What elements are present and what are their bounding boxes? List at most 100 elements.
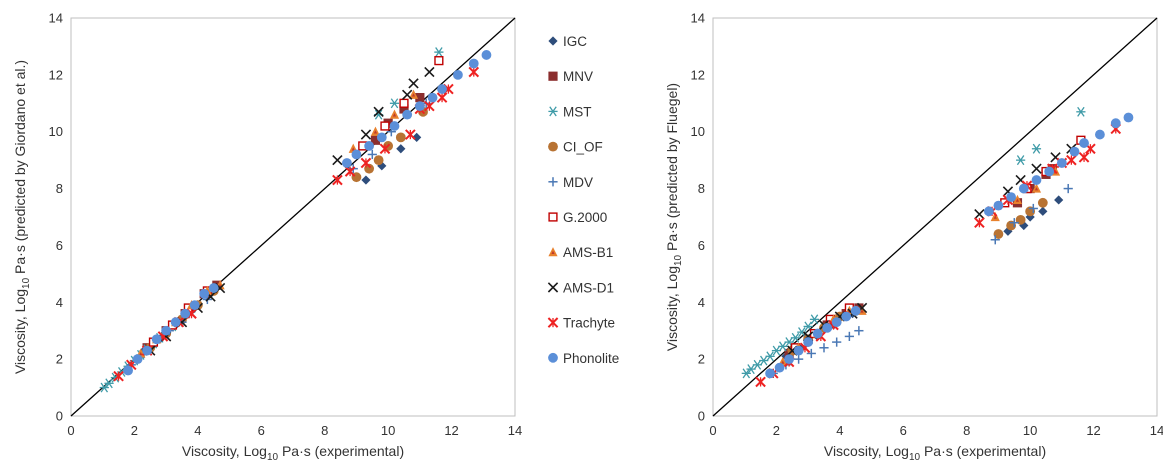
x-tick-label: 4 (194, 423, 201, 438)
x-tick-label: 0 (709, 423, 716, 438)
plot-area-frame (70, 17, 516, 417)
point-phonolite (1044, 166, 1055, 177)
legend-label: AMS-B1 (563, 245, 613, 260)
point-ams-b1 (990, 211, 1000, 222)
point-igc (1025, 212, 1035, 222)
point-phonolite (793, 345, 804, 356)
point-mst (1076, 106, 1086, 117)
x-tick-label: 2 (773, 423, 780, 438)
point-phonolite (364, 141, 375, 151)
point-phonolite (180, 308, 191, 319)
y-tick-labels: 0 2 4 6 8 10 12 14 (49, 11, 63, 424)
y-tick-labels: 0 2 4 6 8 10 12 14 (691, 11, 705, 424)
point-trachyte (468, 66, 480, 78)
x-tick-labels: 0 2 4 6 8 10 12 14 (67, 423, 522, 438)
point-ams-d1 (408, 78, 419, 89)
point-phonolite (132, 354, 143, 365)
point-phonolite (1006, 192, 1017, 203)
point-ams-d1 (360, 129, 372, 140)
point-ams-b1 (408, 89, 419, 99)
point-trachyte (405, 129, 416, 140)
point-phonolite (850, 305, 861, 316)
point-g-2000 (380, 121, 390, 131)
point-ams-d1 (424, 66, 435, 78)
point-igc (396, 144, 406, 154)
point-phonolite (402, 109, 413, 120)
point-mst (99, 382, 109, 393)
point-phonolite (161, 325, 172, 336)
legend-label: MDV (563, 175, 593, 190)
point-ams-b1 (389, 109, 400, 119)
legend-item-igc: IGC (548, 34, 587, 49)
y-tick-label: 8 (56, 181, 63, 196)
y-axis-label: Viscosity, Log10 Pa·s (predicted by Gior… (12, 60, 32, 374)
x-tick-label: 0 (67, 423, 74, 438)
data-points (741, 106, 1134, 388)
point-phonolite (822, 322, 833, 333)
y-tick-label: 10 (49, 124, 63, 139)
legend-marker-ci-of (548, 141, 558, 152)
point-trachyte (360, 157, 372, 169)
point-igc (1054, 195, 1064, 205)
point-ams-d1 (373, 106, 384, 117)
point-mdv (819, 343, 829, 353)
x-tick-label: 12 (1086, 423, 1100, 438)
chart-fluegel: 0 2 4 6 8 10 12 14 0 2 4 6 8 10 12 14 Viscosity, Log10… (664, 11, 1163, 463)
point-ci-of (364, 163, 375, 174)
point-phonolite (151, 334, 162, 345)
point-trachyte (113, 370, 124, 382)
point-mnv (415, 93, 425, 103)
point-phonolite (427, 92, 438, 103)
point-trachyte (424, 100, 435, 112)
x-axis-label: Viscosity, Log10 Pa·s (experimental) (182, 443, 404, 463)
point-trachyte (755, 376, 766, 388)
y-tick-label: 0 (56, 409, 63, 424)
point-phonolite (803, 337, 814, 347)
point-g-2000 (434, 56, 444, 66)
legend-marker-ams-d1 (547, 282, 559, 293)
point-g-2000 (399, 98, 409, 108)
point-mdv (367, 149, 377, 160)
point-mdv (794, 354, 804, 364)
legend-item-mdv: MDV (548, 175, 593, 190)
point-igc (1038, 206, 1048, 216)
point-ams-b1 (1031, 183, 1042, 193)
point-mst (741, 368, 751, 379)
y-tick-label: 14 (691, 11, 705, 26)
legend-label: MST (563, 104, 592, 119)
legend-marker-mdv (548, 177, 558, 187)
point-phonolite (1018, 183, 1029, 194)
legend-label: Phonolite (563, 351, 619, 366)
legend-item-mnv: MNV (548, 69, 593, 84)
point-mnv (399, 104, 409, 114)
legend-item-trachyte: Trachyte (547, 316, 615, 331)
legend: IGC MNV MST CI_OF MDV G.2000 AMS-B1 AMS-D1 Trach… (547, 34, 619, 366)
legend-label: MNV (563, 69, 593, 84)
legend-label: Trachyte (563, 316, 615, 331)
legend-item-mst: MST (548, 104, 592, 119)
point-trachyte (344, 166, 356, 177)
point-mdv (990, 235, 1000, 245)
x-tick-label: 10 (381, 423, 395, 438)
point-phonolite (784, 354, 795, 365)
point-mdv (854, 326, 864, 336)
legend-label: IGC (563, 34, 587, 49)
x-tick-label: 6 (900, 423, 907, 438)
point-phonolite (376, 132, 387, 143)
point-mst (389, 98, 400, 109)
point-mst (1016, 155, 1026, 166)
legend-item-ams-b1: AMS-B1 (548, 245, 613, 260)
point-mst (790, 332, 801, 343)
legend-item-g-2000: G.2000 (548, 210, 607, 225)
point-ci-of (395, 132, 406, 143)
y-tick-label: 0 (698, 409, 705, 424)
point-phonolite (1069, 146, 1080, 157)
point-phonolite (481, 50, 492, 60)
point-phonolite (199, 288, 210, 299)
y-tick-label: 12 (49, 67, 63, 82)
point-ams-d1 (974, 208, 985, 220)
point-igc (361, 175, 371, 185)
legend-label: AMS-D1 (563, 280, 614, 295)
reference-line-1to1 (712, 17, 1158, 417)
